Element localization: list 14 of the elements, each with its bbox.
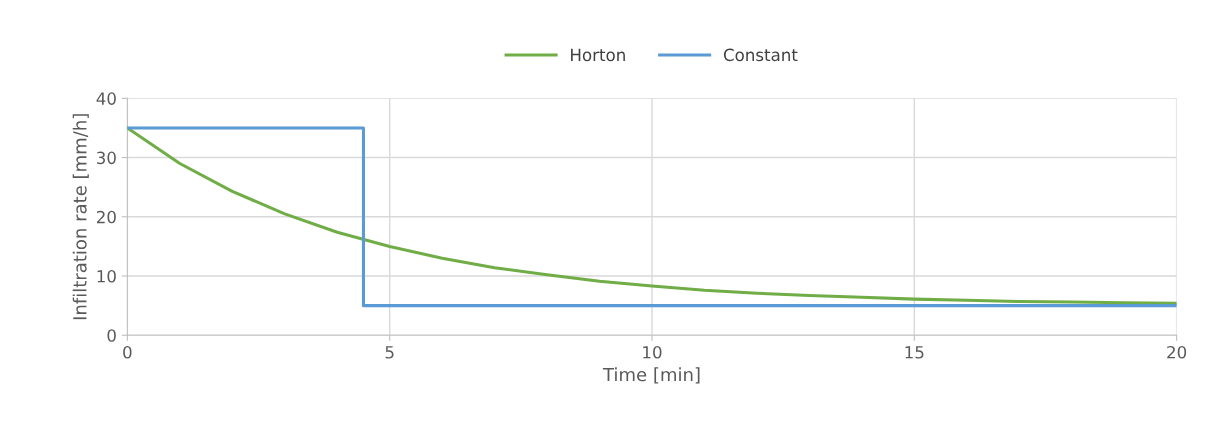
legend-label: Horton bbox=[571, 48, 625, 62]
y-tick-label: 10 bbox=[97, 269, 116, 283]
y-tick-label: 30 bbox=[97, 151, 116, 165]
x-tick-label: 20 bbox=[1167, 345, 1187, 359]
x-tick-label: 10 bbox=[643, 345, 662, 359]
x-axis-title: Time [min] bbox=[602, 367, 700, 384]
x-tick-label: 15 bbox=[905, 346, 924, 359]
y-tick-label: 20 bbox=[96, 210, 116, 224]
y-tick-label: 0 bbox=[107, 329, 116, 342]
y-tick-label: 40 bbox=[96, 92, 116, 105]
x-tick-label: 0 bbox=[123, 345, 132, 359]
x-tick-label: 5 bbox=[385, 346, 394, 359]
y-axis-title: Infiltration rate [mm/h] bbox=[72, 114, 89, 320]
legend-label: Constant bbox=[723, 48, 798, 62]
